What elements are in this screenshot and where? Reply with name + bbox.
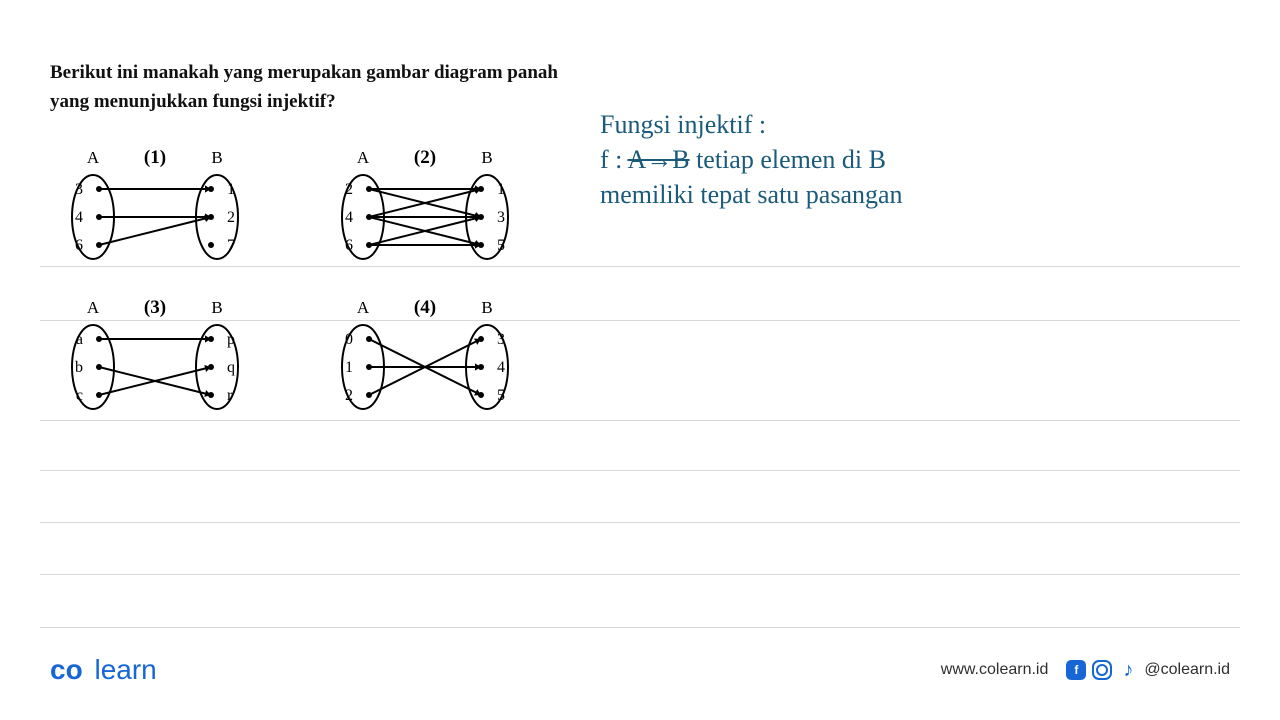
svg-text:2: 2: [345, 181, 353, 198]
hand-line-2: f : A→B tetiap elemen di B: [600, 142, 903, 177]
svg-text:4: 4: [345, 209, 353, 226]
svg-text:(1): (1): [144, 147, 166, 168]
svg-text:b: b: [75, 359, 83, 376]
svg-text:3: 3: [497, 331, 505, 348]
svg-text:6: 6: [75, 237, 83, 254]
svg-text:5: 5: [497, 237, 505, 254]
svg-text:2: 2: [345, 387, 353, 404]
svg-text:(2): (2): [414, 147, 436, 168]
svg-text:1: 1: [227, 181, 235, 198]
svg-text:B: B: [211, 148, 222, 167]
hand-2b-strike: A→B: [627, 145, 689, 174]
arrow-diagram: A (1) B 3 4 6 1 2 7: [55, 145, 255, 260]
question-line-1: Berikut ini manakah yang merupakan gamba…: [50, 58, 558, 87]
rule-line: [40, 470, 1240, 471]
svg-text:A: A: [87, 148, 100, 167]
question-line-2: yang menunjukkan fungsi injektif?: [50, 87, 558, 116]
svg-text:5: 5: [497, 387, 505, 404]
svg-text:1: 1: [345, 359, 353, 376]
facebook-icon: f: [1066, 660, 1086, 680]
svg-text:2: 2: [227, 209, 235, 226]
svg-text:0: 0: [345, 331, 353, 348]
svg-text:1: 1: [497, 181, 505, 198]
brand-learn: learn: [94, 654, 156, 685]
brand-logo: co learn: [50, 654, 157, 686]
hand-line-1: Fungsi injektif :: [600, 107, 903, 142]
svg-text:4: 4: [497, 359, 505, 376]
svg-text:c: c: [76, 387, 83, 404]
hand-2a: f :: [600, 145, 627, 174]
svg-text:A: A: [87, 298, 100, 317]
hand-2c: tetiap elemen di B: [690, 145, 886, 174]
svg-text:B: B: [481, 148, 492, 167]
svg-text:(4): (4): [414, 297, 436, 318]
svg-text:3: 3: [497, 209, 505, 226]
footer: co learn www.colearn.id f ♪ @colearn.id: [0, 650, 1280, 690]
footer-url: www.colearn.id: [941, 661, 1049, 679]
svg-text:A: A: [357, 298, 370, 317]
svg-text:7: 7: [227, 237, 235, 254]
svg-text:q: q: [227, 359, 235, 376]
arrow-diagram: A (2) B 2 4 6 1 3 5: [325, 145, 525, 260]
svg-text:A: A: [357, 148, 370, 167]
svg-text:4: 4: [75, 209, 83, 226]
svg-text:(3): (3): [144, 297, 166, 318]
svg-text:p: p: [227, 331, 235, 348]
brand-dot: [85, 654, 93, 685]
rule-line: [40, 420, 1240, 421]
handwritten-note: Fungsi injektif : f : A→B tetiap elemen …: [600, 107, 903, 212]
svg-text:a: a: [76, 331, 83, 348]
tiktok-icon: ♪: [1118, 660, 1138, 680]
social-icons: f ♪ @colearn.id: [1066, 660, 1230, 680]
arrow-diagram: A (4) B 0 1 2 3 4 5: [325, 295, 525, 410]
rule-line: [40, 266, 1240, 267]
svg-text:6: 6: [345, 237, 353, 254]
rule-line: [40, 522, 1240, 523]
brand-co: co: [50, 654, 83, 685]
arrow-diagram: A (3) Babc pqr: [55, 295, 255, 410]
svg-text:3: 3: [75, 181, 83, 198]
social-handle: @colearn.id: [1144, 661, 1230, 679]
svg-text:B: B: [211, 298, 222, 317]
svg-text:B: B: [481, 298, 492, 317]
rule-line: [40, 627, 1240, 628]
svg-text:r: r: [227, 387, 233, 404]
footer-right: www.colearn.id f ♪ @colearn.id: [941, 660, 1230, 680]
question-text: Berikut ini manakah yang merupakan gamba…: [50, 58, 558, 117]
hand-line-3: memiliki tepat satu pasangan: [600, 177, 903, 212]
rule-line: [40, 574, 1240, 575]
instagram-icon: [1092, 660, 1112, 680]
